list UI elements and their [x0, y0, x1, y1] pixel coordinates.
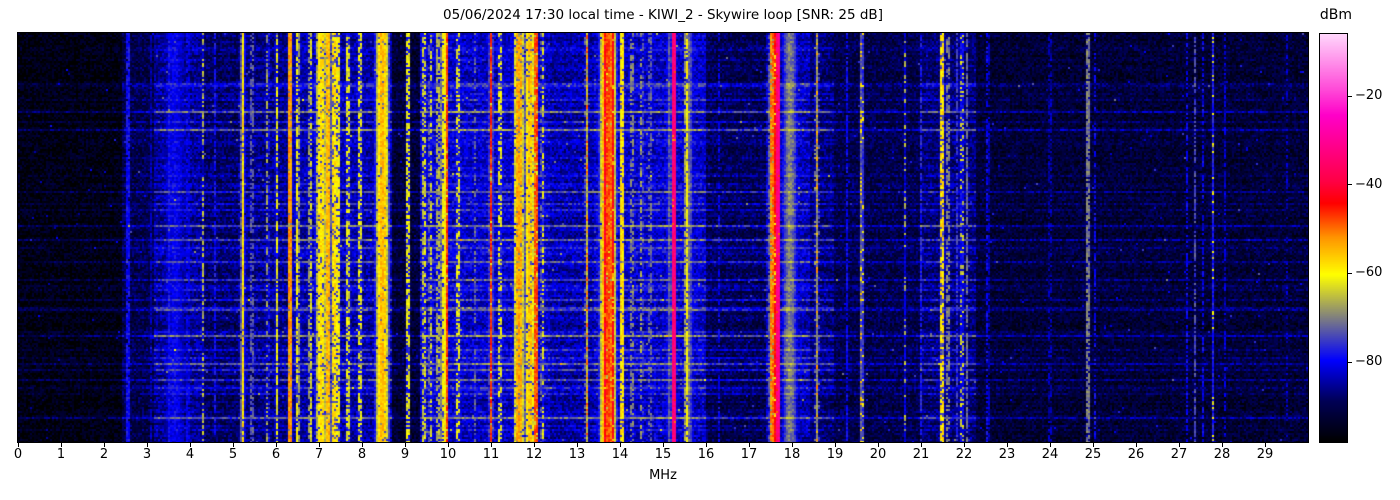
x-tick-mark [404, 443, 406, 447]
x-tick-mark [834, 443, 836, 447]
x-tick-label: 28 [1213, 447, 1231, 462]
x-tick-label: 10 [439, 447, 457, 462]
x-tick-mark [189, 443, 191, 447]
x-tick-label: 7 [314, 447, 324, 462]
x-tick-mark [662, 443, 664, 447]
x-tick-label: 21 [912, 447, 930, 462]
spectrogram-canvas [18, 33, 1308, 442]
x-tick-mark [146, 443, 148, 447]
x-tick-label: 25 [1084, 447, 1102, 462]
x-tick-label: 15 [654, 447, 672, 462]
colorbar-tick-label: −40 [1355, 176, 1383, 192]
colorbar-tick-label: −80 [1355, 354, 1383, 370]
x-tick-mark [1135, 443, 1137, 447]
x-tick-label: 20 [869, 447, 887, 462]
x-tick-mark [920, 443, 922, 447]
x-tick-mark [318, 443, 320, 447]
colorbar [1319, 33, 1348, 443]
x-tick-label: 8 [357, 447, 367, 462]
x-tick-label: 5 [228, 447, 238, 462]
x-tick-label: 0 [13, 447, 23, 462]
x-tick-mark [447, 443, 449, 447]
x-tick-mark [1221, 443, 1223, 447]
x-tick-label: 9 [400, 447, 410, 462]
x-tick-label: 11 [482, 447, 500, 462]
x-tick-label: 17 [740, 447, 758, 462]
colorbar-tick-mark [1348, 272, 1352, 274]
colorbar-tick-mark [1348, 95, 1352, 97]
x-tick-label: 2 [99, 447, 109, 462]
x-tick-mark [705, 443, 707, 447]
colorbar-label: dBm [1319, 7, 1353, 23]
x-tick-mark [576, 443, 578, 447]
chart-title: 05/06/2024 17:30 local time - KIWI_2 - S… [443, 7, 883, 23]
x-tick-label: 19 [826, 447, 844, 462]
x-tick-label: 23 [998, 447, 1016, 462]
colorbar-tick-label: −60 [1355, 265, 1383, 281]
colorbar-tick-mark [1348, 361, 1352, 363]
x-tick-label: 22 [955, 447, 973, 462]
x-tick-label: 26 [1127, 447, 1145, 462]
colorbar-tick-mark [1348, 184, 1352, 186]
x-tick-mark [232, 443, 234, 447]
x-axis-label: MHz [649, 468, 677, 483]
x-tick-mark [1092, 443, 1094, 447]
x-tick-label: 13 [568, 447, 586, 462]
x-tick-mark [963, 443, 965, 447]
x-tick-mark [275, 443, 277, 447]
x-tick-mark [103, 443, 105, 447]
x-tick-label: 27 [1170, 447, 1188, 462]
x-tick-label: 12 [525, 447, 543, 462]
x-tick-mark [1006, 443, 1008, 447]
waterfall-plot-area [17, 32, 1309, 443]
x-tick-mark [361, 443, 363, 447]
x-tick-mark [791, 443, 793, 447]
colorbar-gradient-canvas [1320, 34, 1347, 442]
x-tick-label: 29 [1256, 447, 1274, 462]
x-tick-mark [1264, 443, 1266, 447]
x-tick-label: 6 [271, 447, 281, 462]
x-tick-label: 1 [56, 447, 66, 462]
x-tick-label: 4 [185, 447, 195, 462]
x-tick-label: 18 [783, 447, 801, 462]
x-tick-mark [60, 443, 62, 447]
x-tick-mark [533, 443, 535, 447]
x-tick-label: 14 [611, 447, 629, 462]
x-tick-mark [490, 443, 492, 447]
x-tick-label: 3 [142, 447, 152, 462]
x-tick-mark [748, 443, 750, 447]
x-tick-mark [1049, 443, 1051, 447]
x-tick-label: 24 [1041, 447, 1059, 462]
x-tick-mark [877, 443, 879, 447]
colorbar-tick-label: −20 [1355, 88, 1383, 104]
x-tick-mark [17, 443, 19, 447]
x-tick-mark [1178, 443, 1180, 447]
x-tick-label: 16 [697, 447, 715, 462]
x-tick-mark [619, 443, 621, 447]
